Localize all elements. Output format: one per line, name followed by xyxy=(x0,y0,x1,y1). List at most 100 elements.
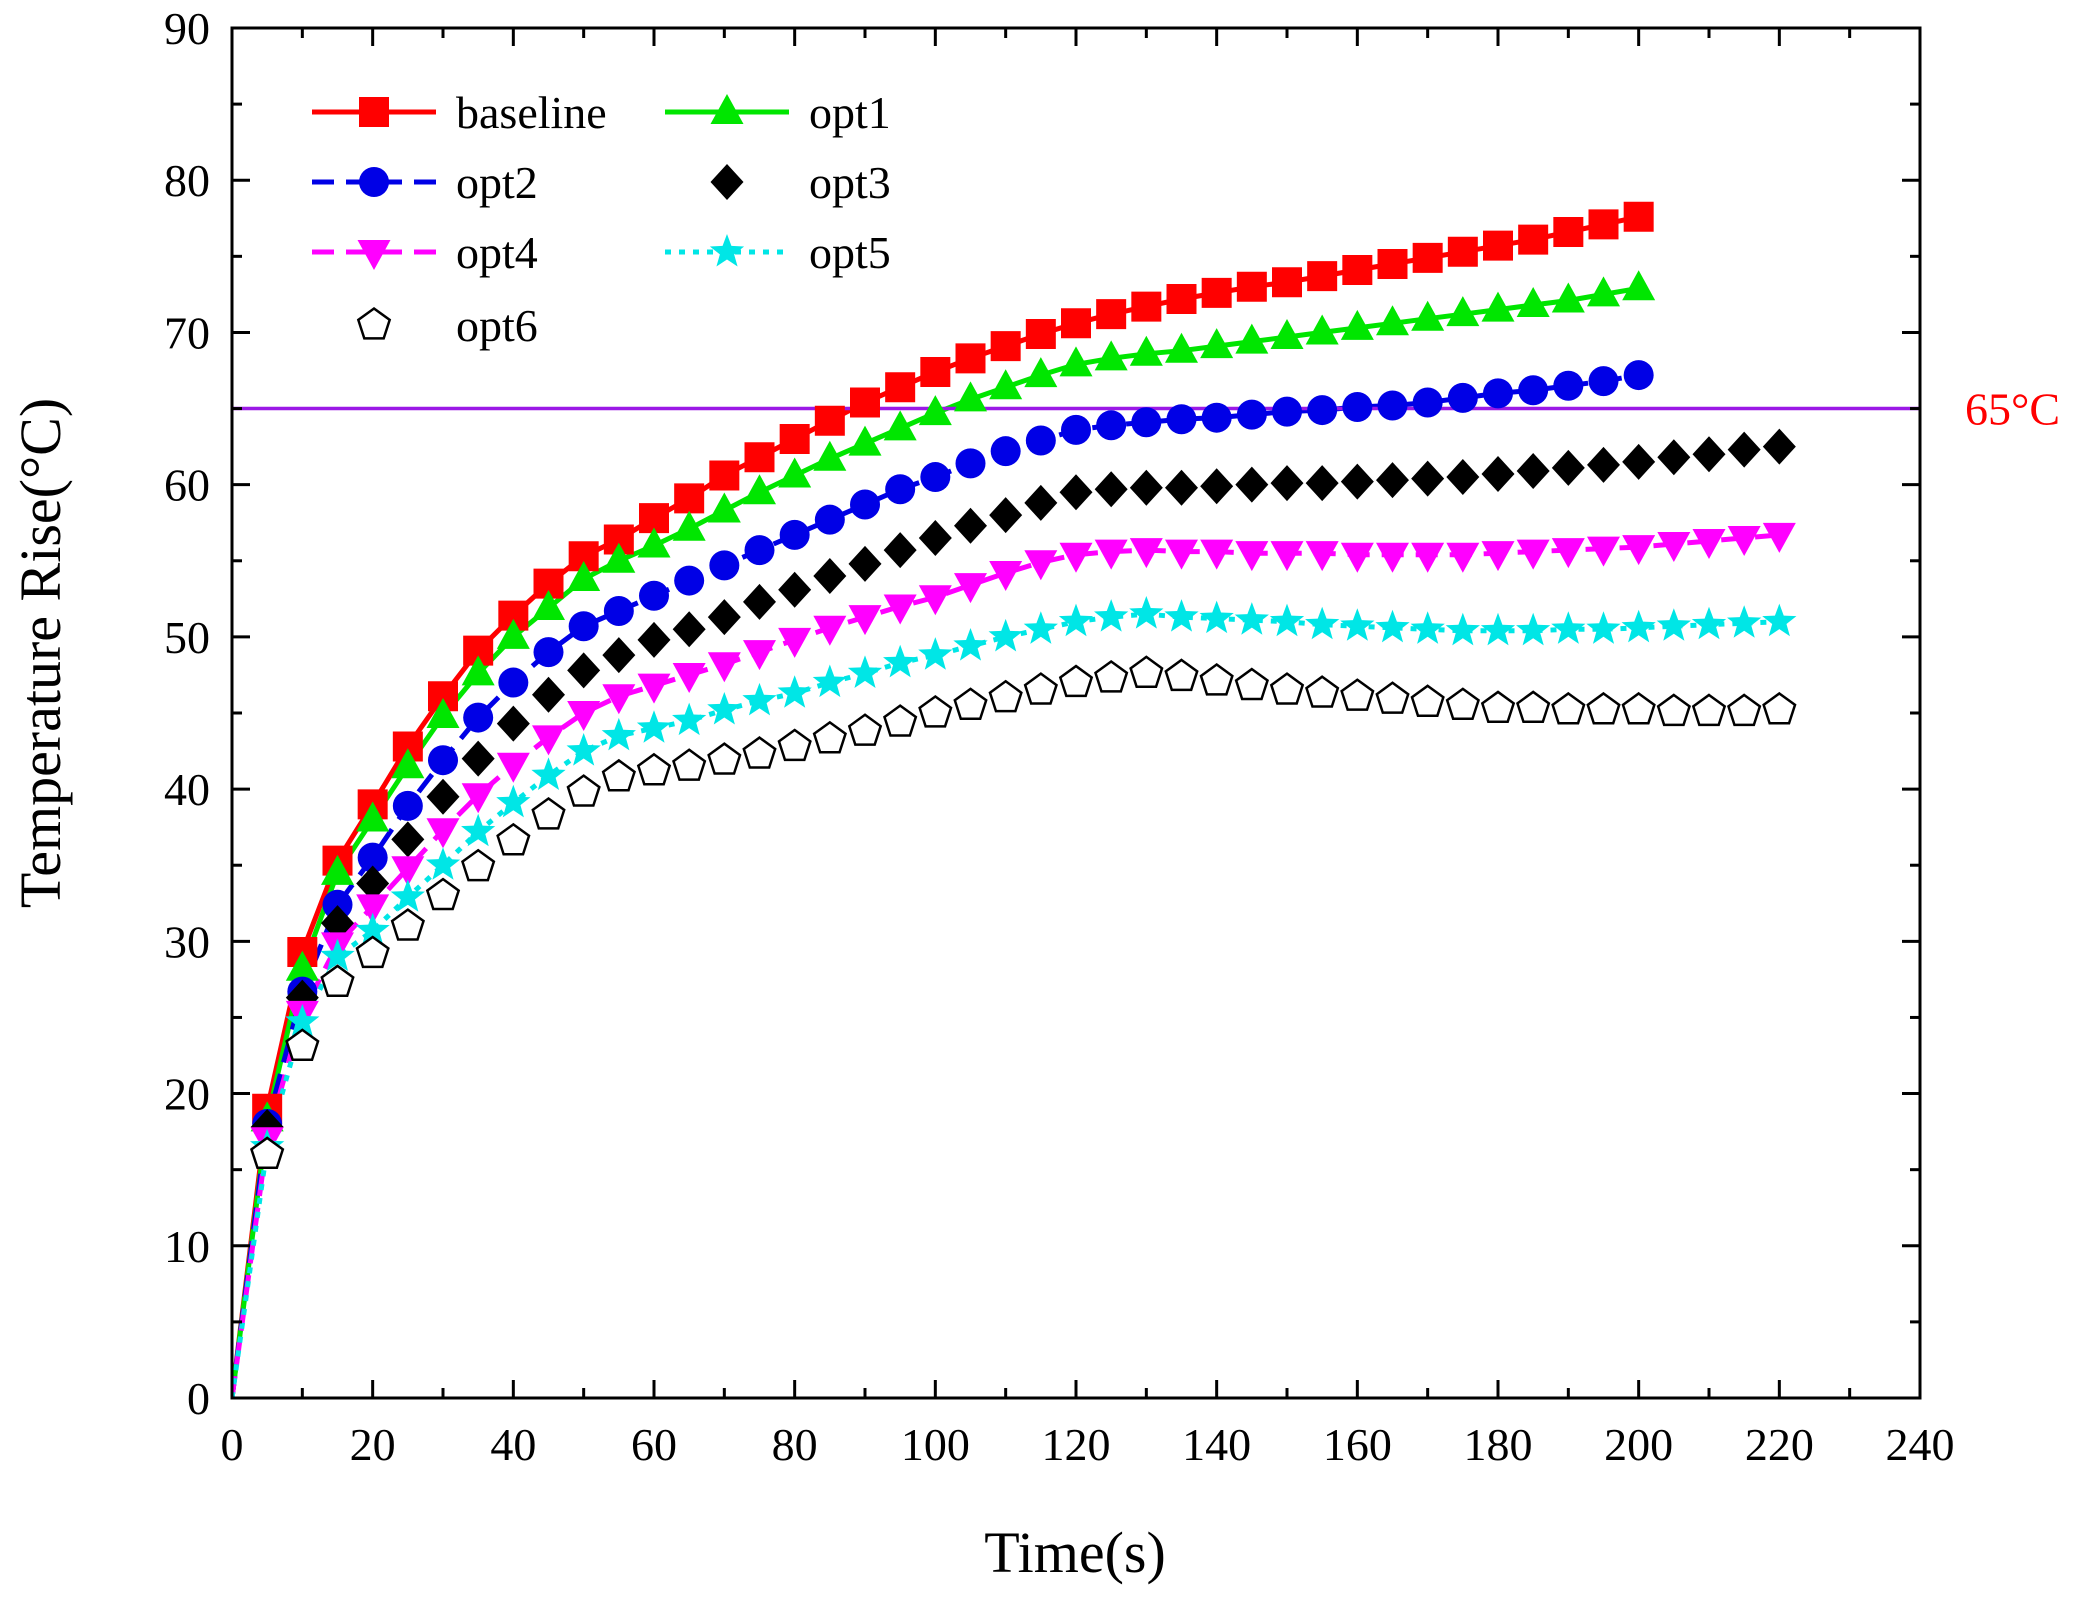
data-point xyxy=(1059,474,1093,511)
data-point xyxy=(566,733,601,766)
data-point xyxy=(1551,691,1586,725)
series-opt1 xyxy=(250,270,1656,1132)
data-point xyxy=(1025,425,1056,456)
data-point xyxy=(532,589,565,620)
data-point xyxy=(777,675,812,708)
data-point xyxy=(285,1028,320,1061)
data-point xyxy=(1131,291,1162,322)
legend-label: opt5 xyxy=(809,227,891,278)
data-point xyxy=(989,369,1023,400)
data-point xyxy=(1410,611,1445,644)
y-tick-label: 90 xyxy=(164,3,210,54)
legend-label: opt3 xyxy=(809,157,891,208)
data-point xyxy=(778,571,812,608)
x-tick-label: 140 xyxy=(1182,1419,1251,1470)
data-point xyxy=(1025,318,1056,349)
data-point xyxy=(1129,335,1163,366)
data-point xyxy=(1129,655,1164,689)
data-point xyxy=(988,618,1023,652)
data-point xyxy=(1622,443,1656,480)
data-point xyxy=(392,790,423,821)
x-tick-label: 200 xyxy=(1604,1419,1673,1470)
data-point xyxy=(602,637,636,674)
data-point xyxy=(1305,675,1340,708)
data-point xyxy=(426,698,460,729)
data-point xyxy=(496,618,530,649)
y-tick-label: 40 xyxy=(164,764,210,815)
legend-marker xyxy=(710,94,744,124)
data-point xyxy=(1481,541,1515,572)
data-point xyxy=(637,673,671,704)
data-point xyxy=(1094,659,1129,693)
data-point xyxy=(1305,541,1339,572)
data-point xyxy=(566,774,601,807)
data-point xyxy=(320,964,355,998)
data-point xyxy=(250,1136,285,1170)
data-point xyxy=(672,748,707,781)
data-point xyxy=(954,573,987,604)
y-tick-label: 60 xyxy=(164,460,210,511)
data-point xyxy=(1518,375,1549,406)
data-point xyxy=(953,687,988,720)
data-point xyxy=(955,448,986,479)
data-point xyxy=(1094,599,1129,632)
data-point xyxy=(1165,469,1198,506)
data-point xyxy=(461,783,495,814)
data-point xyxy=(918,395,952,426)
data-point xyxy=(425,847,461,880)
data-point xyxy=(1094,340,1128,371)
data-point xyxy=(1377,390,1408,421)
data-point xyxy=(812,720,847,754)
data-point xyxy=(883,594,917,625)
data-point xyxy=(1445,687,1480,720)
series-opt3 xyxy=(250,428,1796,1146)
y-axis-title: Temperature Rise(°C) xyxy=(8,398,73,908)
data-point xyxy=(988,679,1023,713)
data-point xyxy=(920,357,951,388)
data-point xyxy=(602,684,636,715)
data-point xyxy=(1727,693,1762,727)
data-point xyxy=(1270,319,1304,350)
data-point xyxy=(1096,410,1127,441)
data-point xyxy=(1623,201,1654,232)
x-tick-label: 120 xyxy=(1042,1419,1111,1470)
data-point xyxy=(568,541,599,572)
data-point xyxy=(567,701,601,731)
data-point xyxy=(1516,287,1550,318)
data-point xyxy=(1340,309,1374,340)
data-point xyxy=(533,637,564,668)
data-point xyxy=(602,542,636,573)
legend-item-opt5: opt5 xyxy=(665,227,891,278)
data-point xyxy=(1691,606,1727,640)
data-point xyxy=(1762,522,1796,553)
data-point xyxy=(533,568,564,599)
data-point xyxy=(1236,271,1267,302)
data-point xyxy=(567,561,601,592)
data-point xyxy=(920,462,951,493)
data-point xyxy=(1410,684,1445,717)
data-point xyxy=(285,1004,320,1037)
data-point xyxy=(1587,276,1620,307)
data-point xyxy=(1023,611,1058,644)
axis-ticks xyxy=(230,26,1922,1400)
data-point xyxy=(1411,300,1445,331)
data-point xyxy=(989,560,1023,591)
data-point xyxy=(426,778,460,815)
data-point xyxy=(1621,609,1656,643)
legend-marker xyxy=(357,240,391,270)
data-point xyxy=(1446,296,1480,327)
data-point xyxy=(743,583,776,620)
data-point xyxy=(1447,236,1478,267)
data-point xyxy=(1023,672,1058,705)
data-point xyxy=(1164,599,1199,632)
data-point xyxy=(954,507,987,544)
data-point xyxy=(955,343,986,374)
data-point xyxy=(1587,446,1620,483)
data-point xyxy=(1727,431,1761,468)
data-point xyxy=(636,752,672,786)
legend-item-opt6: opt6 xyxy=(356,300,538,351)
y-tick-label: 30 xyxy=(164,916,210,967)
data-point xyxy=(498,600,529,631)
tick-labels: 0 20 40 60 80 100 120 140 160 180 200 220 240 0 10 20 30… xyxy=(164,3,1955,1470)
